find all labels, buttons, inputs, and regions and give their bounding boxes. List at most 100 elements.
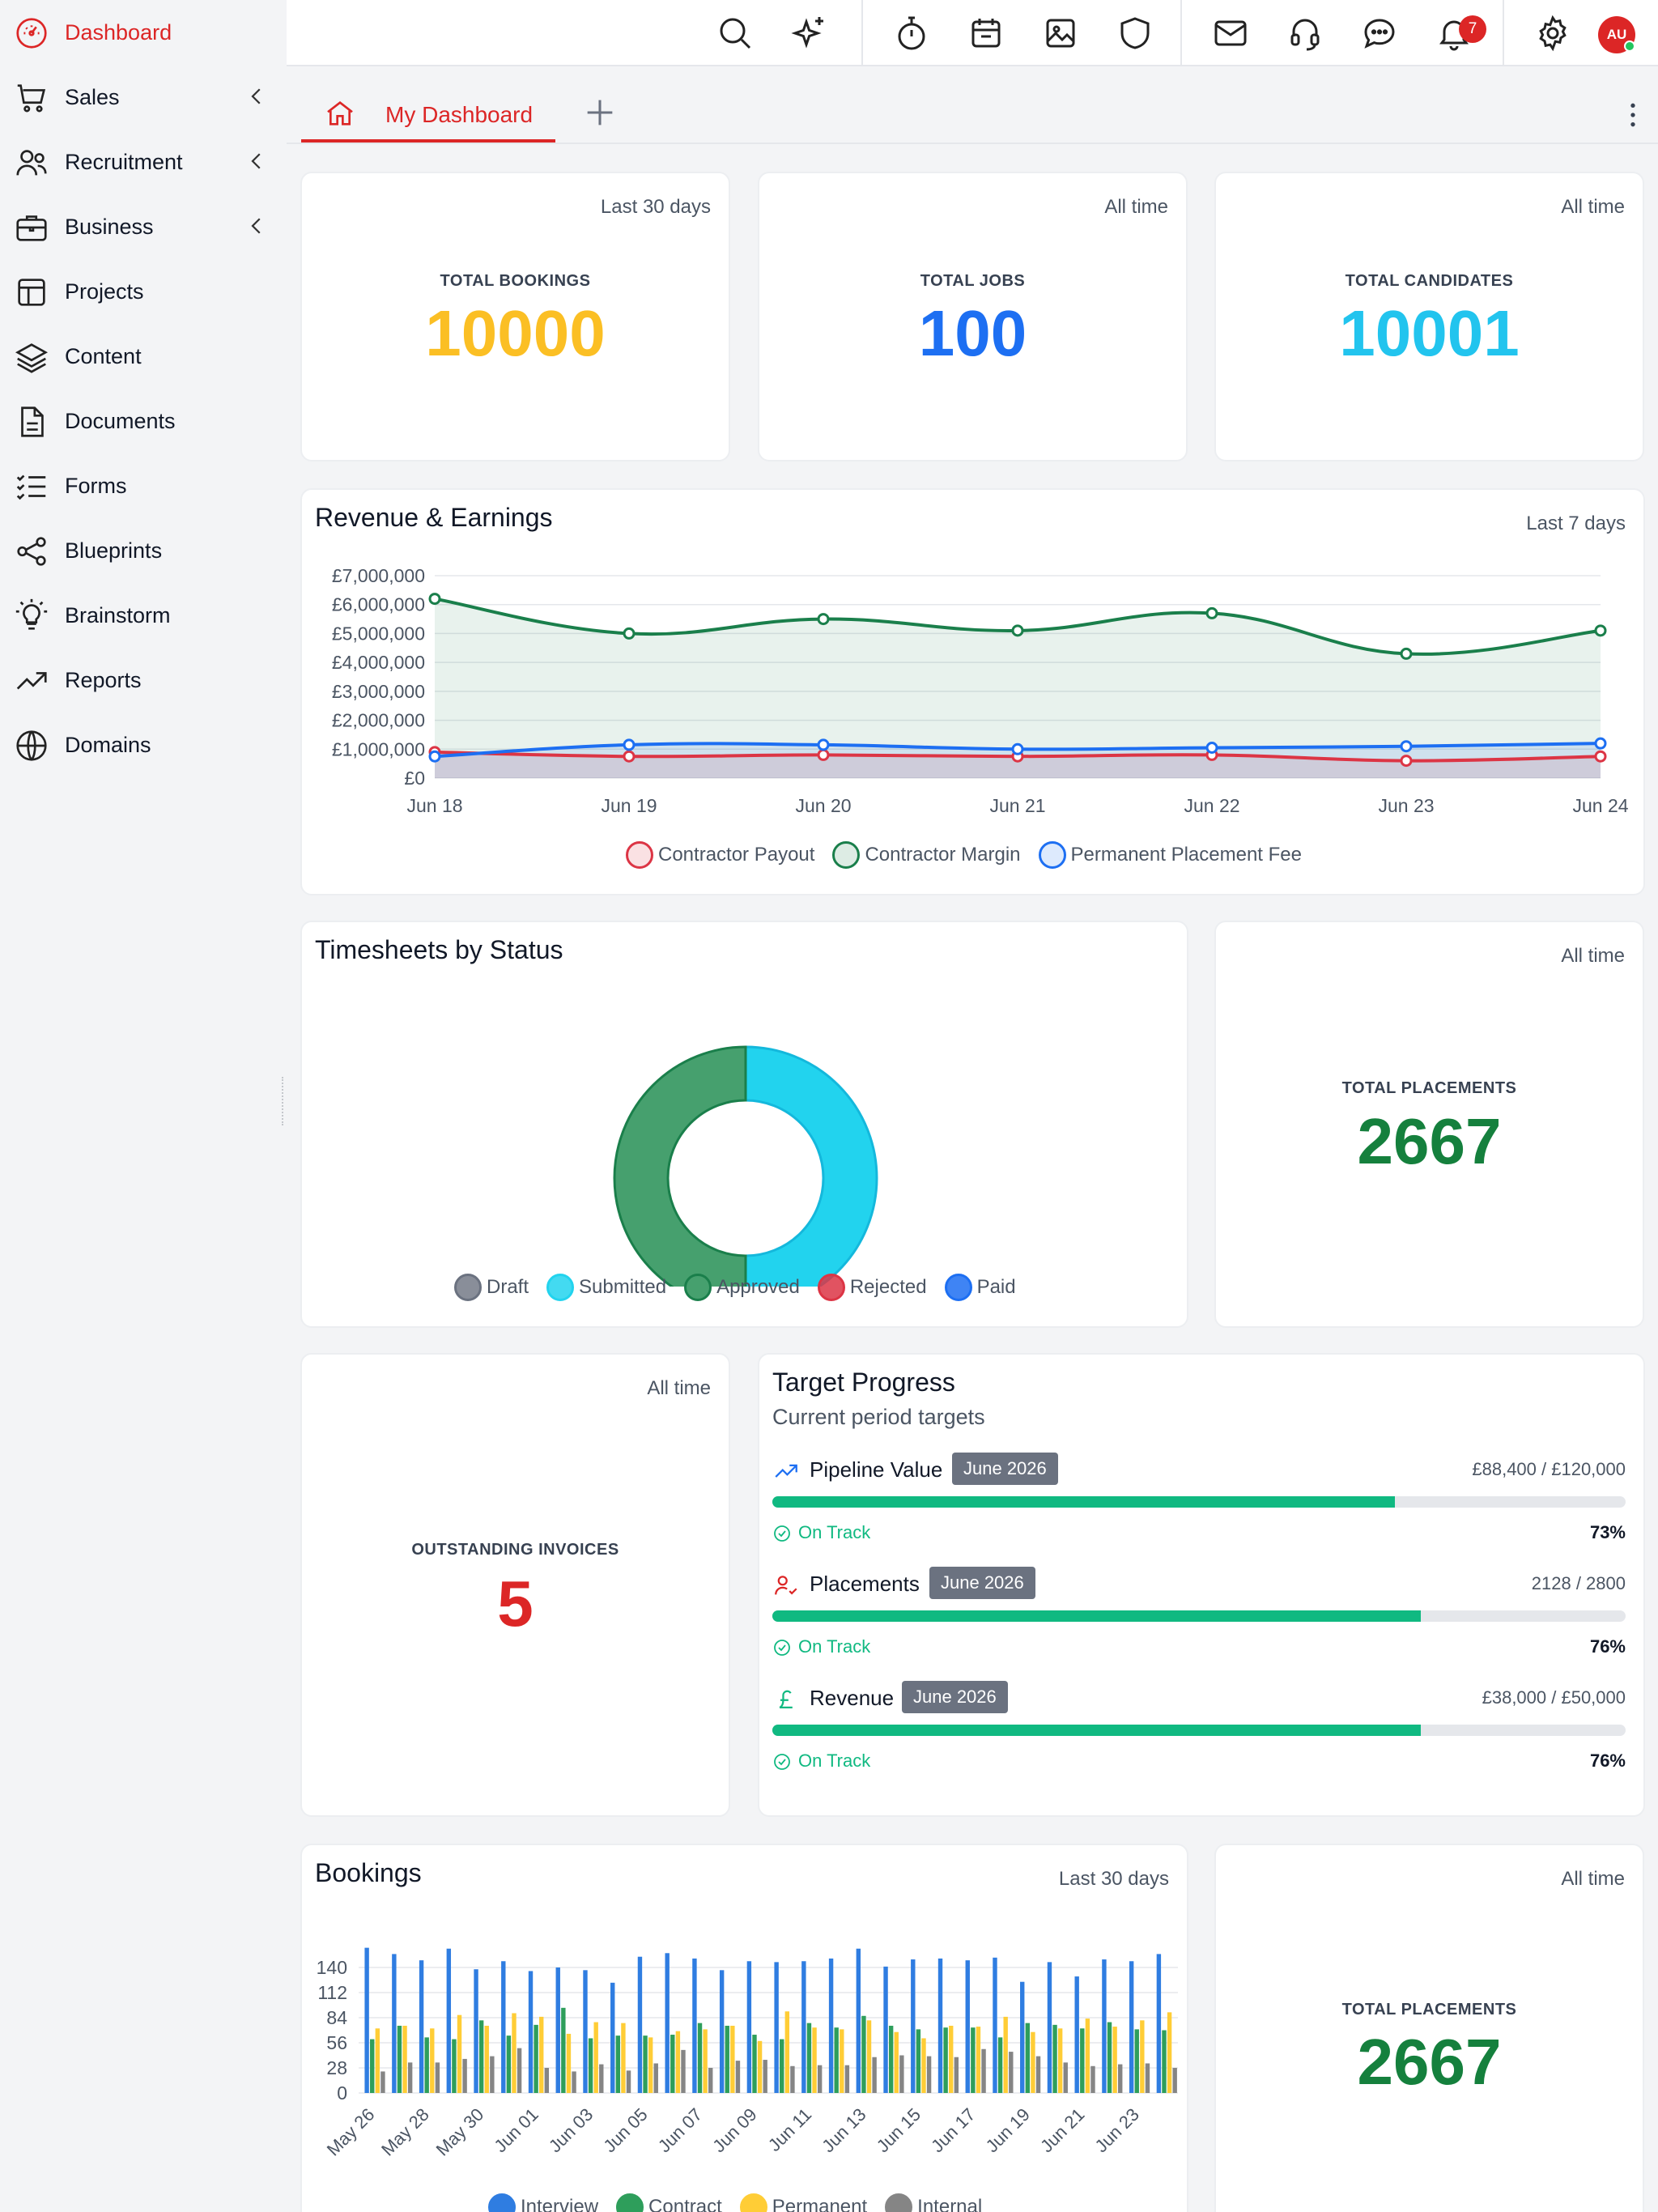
- chevron-left-icon[interactable]: [244, 149, 269, 173]
- data-point[interactable]: [1400, 740, 1413, 753]
- bar-permanent[interactable]: [1167, 2012, 1172, 2093]
- legend-item[interactable]: Paid: [944, 1274, 1016, 1301]
- bar-contract[interactable]: [1134, 2029, 1139, 2093]
- sidebar-item-brainstorm[interactable]: Brainstorm: [0, 583, 286, 648]
- mail-icon[interactable]: [1211, 14, 1250, 53]
- bar-permanent[interactable]: [484, 2025, 489, 2093]
- data-point[interactable]: [1594, 624, 1607, 637]
- bar-internal[interactable]: [817, 2065, 823, 2093]
- sidebar-item-content[interactable]: Content: [0, 324, 286, 389]
- donut-slice-submitted[interactable]: [744, 1045, 878, 1287]
- bar-permanent[interactable]: [648, 2037, 653, 2093]
- bar-internal[interactable]: [626, 2070, 631, 2093]
- legend-item[interactable]: Internal: [885, 2193, 982, 2212]
- bar-internal[interactable]: [490, 2056, 495, 2093]
- donut-slice-approved[interactable]: [613, 1045, 747, 1287]
- bar-permanent[interactable]: [730, 2025, 735, 2093]
- bar-contract[interactable]: [424, 2037, 429, 2093]
- sidebar-resize-handle[interactable]: [282, 1077, 287, 1125]
- headset-icon[interactable]: [1286, 14, 1324, 53]
- bar-interview[interactable]: [610, 1982, 615, 2093]
- bar-interview[interactable]: [965, 1960, 970, 2093]
- bar-interview[interactable]: [583, 1970, 588, 2093]
- bar-internal[interactable]: [1118, 2064, 1123, 2093]
- bar-permanent[interactable]: [430, 2028, 435, 2093]
- bar-contract[interactable]: [506, 2035, 512, 2093]
- bar-permanent[interactable]: [375, 2028, 380, 2093]
- bar-interview[interactable]: [801, 1961, 806, 2093]
- bar-contract[interactable]: [1052, 2024, 1057, 2093]
- bar-internal[interactable]: [1145, 2063, 1150, 2093]
- chat-icon[interactable]: [1360, 14, 1399, 53]
- data-point[interactable]: [623, 738, 636, 751]
- bar-contract[interactable]: [806, 2023, 812, 2093]
- sidebar-item-sales[interactable]: Sales: [0, 65, 286, 130]
- bar-contract[interactable]: [615, 2035, 621, 2093]
- timer-icon[interactable]: [892, 14, 931, 53]
- bar-contract[interactable]: [452, 2039, 457, 2093]
- bar-permanent[interactable]: [949, 2025, 954, 2093]
- bar-permanent[interactable]: [812, 2027, 817, 2093]
- sidebar-item-business[interactable]: Business: [0, 194, 286, 259]
- legend-item[interactable]: Draft: [454, 1274, 529, 1301]
- sidebar-item-projects[interactable]: Projects: [0, 259, 286, 324]
- bar-permanent[interactable]: [539, 2016, 544, 2093]
- legend-item[interactable]: Contractor Margin: [832, 841, 1021, 869]
- bar-contract[interactable]: [1162, 2030, 1167, 2094]
- sparkles-icon[interactable]: [790, 14, 829, 53]
- bar-interview[interactable]: [911, 1959, 916, 2093]
- legend-item[interactable]: Rejected: [817, 1274, 927, 1301]
- bar-interview[interactable]: [364, 1947, 369, 2093]
- bar-internal[interactable]: [872, 2057, 877, 2093]
- bar-internal[interactable]: [954, 2057, 959, 2093]
- bar-contract[interactable]: [834, 2027, 839, 2093]
- calendar-icon[interactable]: [967, 14, 1005, 53]
- bar-permanent[interactable]: [566, 2033, 572, 2093]
- sidebar-item-reports[interactable]: Reports: [0, 648, 286, 713]
- bar-internal[interactable]: [1090, 2065, 1095, 2093]
- bar-interview[interactable]: [1047, 1962, 1052, 2093]
- data-point[interactable]: [1011, 624, 1024, 637]
- search-icon[interactable]: [716, 14, 755, 53]
- sidebar-item-dashboard[interactable]: Dashboard: [0, 0, 286, 65]
- chevron-left-icon[interactable]: [244, 84, 269, 108]
- legend-item[interactable]: Permanent Placement Fee: [1038, 841, 1302, 869]
- sidebar-item-documents[interactable]: Documents: [0, 389, 286, 453]
- bar-interview[interactable]: [419, 1960, 424, 2093]
- bar-contract[interactable]: [534, 2024, 538, 2093]
- bar-internal[interactable]: [572, 2071, 576, 2093]
- bar-contract[interactable]: [1107, 2022, 1112, 2093]
- legend-item[interactable]: Submitted: [546, 1274, 666, 1301]
- bar-interview[interactable]: [1074, 1976, 1079, 2093]
- data-point[interactable]: [428, 593, 441, 606]
- bar-contract[interactable]: [1080, 2028, 1085, 2093]
- data-point[interactable]: [623, 750, 636, 763]
- data-point[interactable]: [1594, 737, 1607, 750]
- sidebar-item-blueprints[interactable]: Blueprints: [0, 518, 286, 583]
- bar-internal[interactable]: [844, 2065, 850, 2093]
- bar-internal[interactable]: [1172, 2068, 1177, 2093]
- data-point[interactable]: [817, 738, 830, 751]
- bar-permanent[interactable]: [1112, 2027, 1117, 2093]
- data-point[interactable]: [1594, 750, 1607, 763]
- bar-permanent[interactable]: [1031, 2031, 1035, 2093]
- data-point[interactable]: [623, 627, 636, 640]
- bar-contract[interactable]: [780, 2039, 784, 2093]
- bar-internal[interactable]: [1009, 2052, 1014, 2093]
- bar-permanent[interactable]: [703, 2029, 708, 2093]
- data-point[interactable]: [1205, 606, 1218, 619]
- bar-internal[interactable]: [926, 2056, 932, 2093]
- gear-icon[interactable]: [1533, 14, 1572, 53]
- bar-internal[interactable]: [599, 2064, 604, 2093]
- bar-contract[interactable]: [588, 2038, 593, 2093]
- bar-interview[interactable]: [528, 1971, 534, 2093]
- bar-interview[interactable]: [937, 1958, 943, 2093]
- legend-item[interactable]: Contractor Payout: [626, 841, 814, 869]
- bar-interview[interactable]: [446, 1948, 452, 2093]
- bar-permanent[interactable]: [402, 2025, 407, 2093]
- bar-interview[interactable]: [746, 1961, 752, 2093]
- bar-contract[interactable]: [1025, 2023, 1031, 2093]
- bar-interview[interactable]: [392, 1954, 397, 2093]
- bar-permanent[interactable]: [840, 2029, 844, 2093]
- bar-permanent[interactable]: [866, 2020, 872, 2093]
